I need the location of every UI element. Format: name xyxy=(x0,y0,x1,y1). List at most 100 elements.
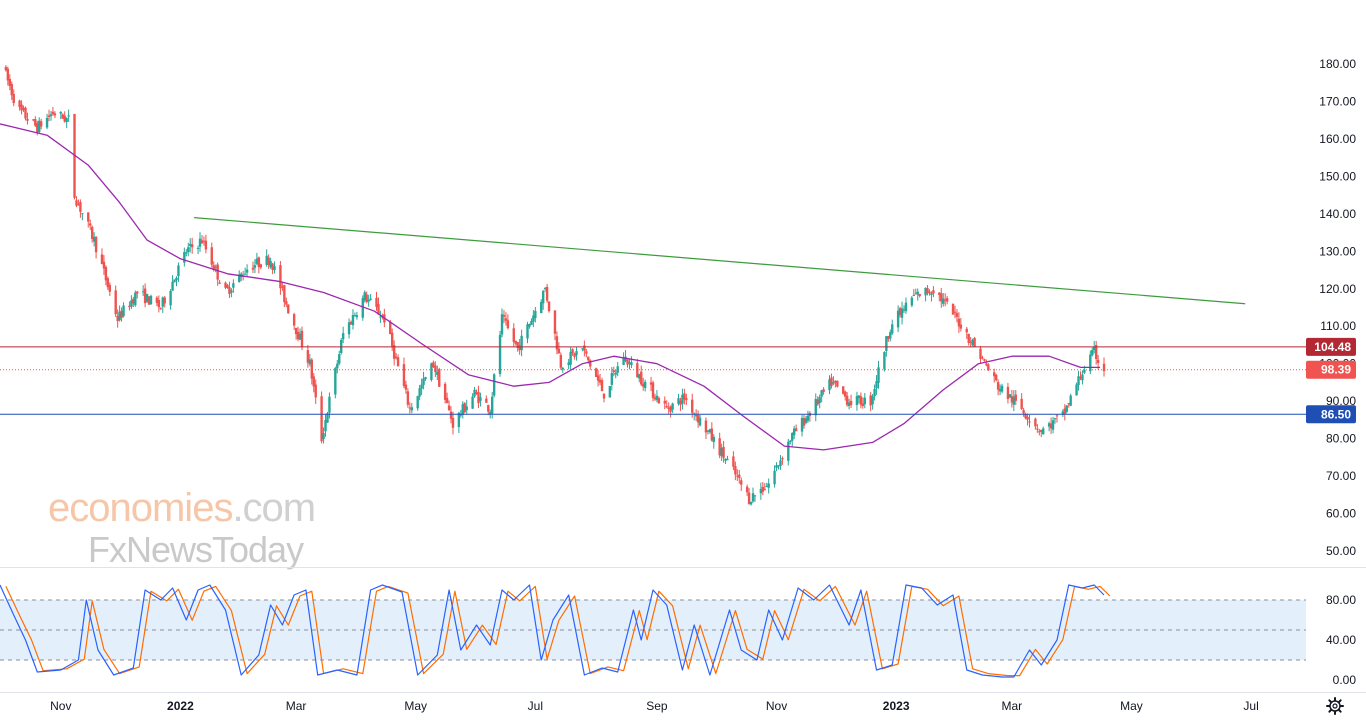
candle xyxy=(845,392,849,407)
candle xyxy=(738,469,741,484)
candle xyxy=(753,494,757,502)
candle xyxy=(514,340,517,346)
candle xyxy=(836,380,839,388)
candle xyxy=(298,328,302,340)
candle xyxy=(394,352,398,360)
candle xyxy=(175,276,178,287)
price-tick-label: 90.00 xyxy=(1326,394,1356,408)
candle xyxy=(555,331,559,355)
candle xyxy=(326,411,329,423)
candle xyxy=(177,262,180,282)
candle xyxy=(1061,409,1065,418)
candle xyxy=(232,279,235,293)
candle xyxy=(365,291,368,304)
candle xyxy=(406,388,410,408)
candle xyxy=(461,401,464,419)
candle xyxy=(904,297,908,314)
candle xyxy=(751,487,755,503)
candle xyxy=(781,456,784,465)
candle xyxy=(432,360,435,368)
candle xyxy=(363,290,366,303)
candle xyxy=(816,396,819,406)
candle xyxy=(198,232,202,252)
candle xyxy=(830,373,833,389)
candle xyxy=(598,374,602,386)
candle xyxy=(914,288,917,295)
candle xyxy=(349,320,353,325)
svg-text:98.39: 98.39 xyxy=(1321,363,1351,377)
candle xyxy=(404,380,408,394)
stochastic-axis[interactable]: 80.00 40.00 0.00 xyxy=(1326,593,1356,687)
candle xyxy=(308,353,312,367)
candle xyxy=(1049,417,1053,434)
candle xyxy=(679,397,682,412)
candle xyxy=(189,238,192,253)
candle xyxy=(38,117,41,134)
price-plot[interactable] xyxy=(0,65,1366,693)
candle xyxy=(1026,413,1029,426)
candle xyxy=(100,248,104,265)
candle xyxy=(1047,421,1051,432)
candle xyxy=(210,242,213,268)
candle xyxy=(814,393,817,422)
candle xyxy=(438,367,441,388)
candle xyxy=(869,392,872,412)
candle xyxy=(608,385,612,398)
candle xyxy=(449,406,453,424)
candle xyxy=(169,289,172,310)
candle xyxy=(143,283,147,308)
candle xyxy=(347,318,351,339)
candle xyxy=(898,306,902,318)
candle xyxy=(59,111,62,120)
candle xyxy=(353,312,357,317)
candle xyxy=(487,404,490,416)
candle xyxy=(610,367,614,391)
candle xyxy=(649,376,653,392)
candle xyxy=(712,434,715,449)
candle xyxy=(251,261,255,274)
candle xyxy=(173,279,176,283)
time-axis[interactable]: Nov 2022 Mar May Jul Sep Nov 2023 Mar May Jul xyxy=(50,699,1259,713)
candle xyxy=(930,291,933,302)
candle xyxy=(589,359,592,370)
candle xyxy=(534,307,537,323)
candle xyxy=(1014,390,1017,406)
candle xyxy=(102,255,106,275)
candle xyxy=(506,314,510,330)
price-tick-label: 150.00 xyxy=(1319,169,1356,183)
time-tick-label: Nov xyxy=(766,699,787,713)
candle xyxy=(855,391,859,411)
candle xyxy=(889,329,892,342)
candle xyxy=(541,289,545,310)
candle xyxy=(669,405,672,418)
descending-trendline[interactable] xyxy=(194,216,1246,305)
candle xyxy=(1079,371,1082,381)
candle xyxy=(622,352,625,366)
price-axis[interactable]: 180.00 170.00 160.00 150.00 140.00 130.00 120.… xyxy=(1306,57,1356,558)
candle xyxy=(530,318,533,325)
candle xyxy=(559,352,563,370)
candle xyxy=(912,289,916,297)
time-tick-label: Mar xyxy=(286,699,307,713)
candle xyxy=(979,345,982,364)
candle xyxy=(1042,426,1045,435)
settings-icon[interactable] xyxy=(1326,697,1344,715)
candle xyxy=(940,287,943,308)
candle xyxy=(445,392,449,404)
candle xyxy=(218,279,221,284)
candle xyxy=(918,293,921,298)
candle xyxy=(543,286,547,292)
candle xyxy=(1034,417,1037,430)
candle xyxy=(369,293,372,301)
candle xyxy=(379,310,382,323)
candle xyxy=(185,249,188,257)
candle xyxy=(45,113,49,130)
candle xyxy=(1051,416,1055,434)
candle xyxy=(996,379,1000,396)
candle xyxy=(283,284,286,307)
candle xyxy=(653,393,657,401)
candle xyxy=(134,290,137,307)
watermark-brand-main: economies.com xyxy=(48,486,315,530)
stochastic-plot[interactable] xyxy=(0,584,1306,678)
